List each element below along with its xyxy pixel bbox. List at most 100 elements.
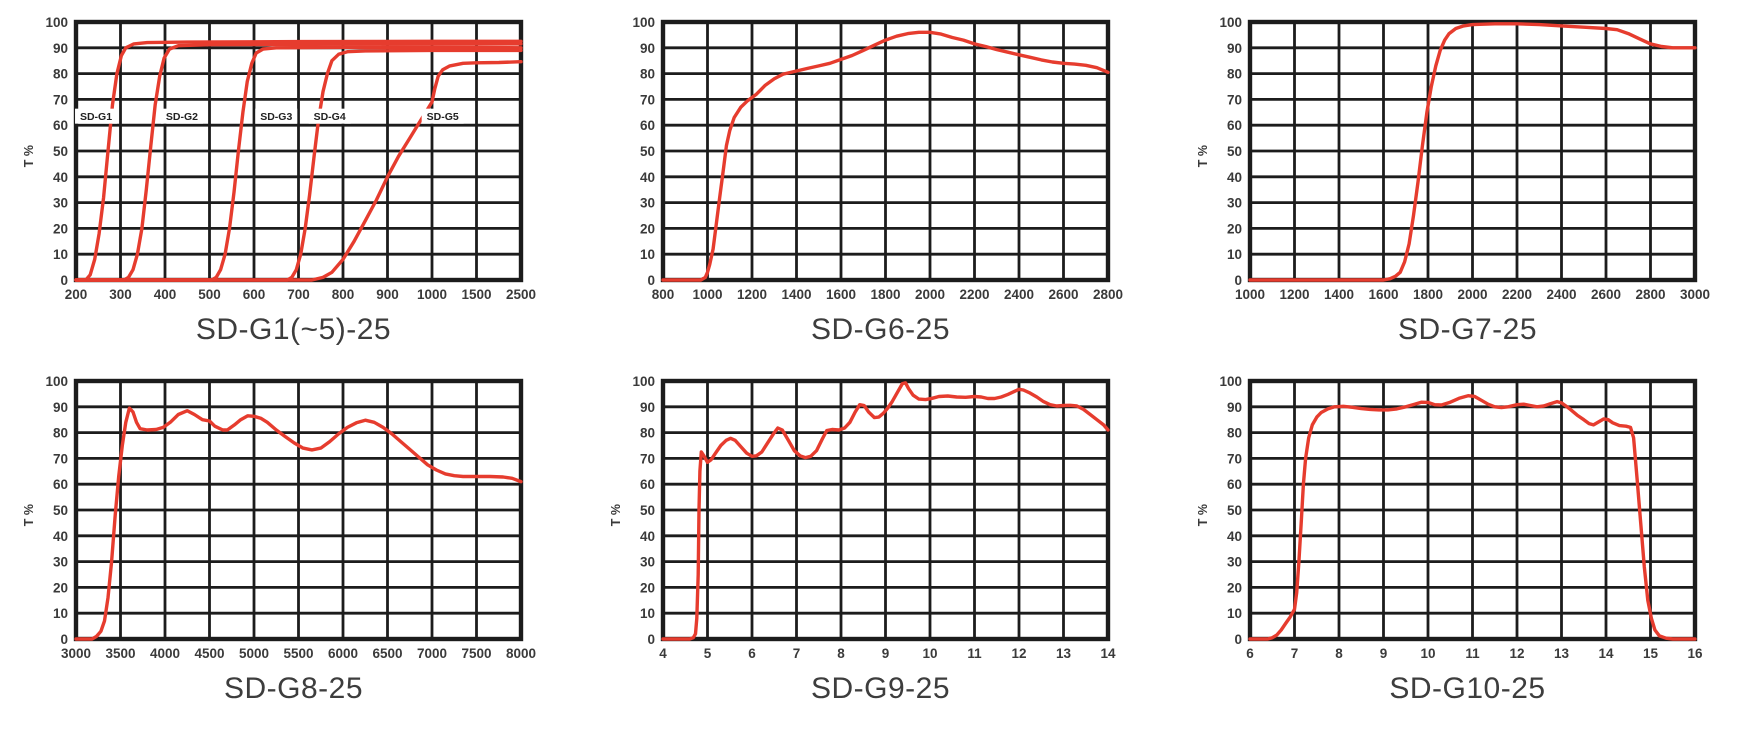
y-tick-label: 70: [1226, 451, 1241, 466]
x-tick-label: 11: [1465, 646, 1480, 661]
curve-label: SD-G1: [79, 111, 111, 123]
x-tick-label: 500: [198, 287, 221, 302]
x-tick-label: 1000: [1234, 287, 1264, 302]
x-tick-label: 1200: [1279, 287, 1309, 302]
y-axis-label: T %: [1196, 504, 1210, 526]
y-tick-label: 0: [647, 273, 655, 288]
y-axis-label: T %: [609, 504, 623, 526]
x-tick-label: 6500: [372, 646, 402, 661]
x-tick-label: 1600: [825, 287, 855, 302]
chart-svg: 0 10 20 30 40 50 60 70 80 90 100 1000 1200 1400 1600 18…: [1196, 15, 1710, 302]
plot-border: [660, 19, 1110, 283]
x-tick-label: 600: [242, 287, 265, 302]
chart-cell-sd-g1-5-25: 0 10 20 30 40 50 60 70 80 90 100 200 300 400 500 600 700…: [0, 10, 587, 347]
y-tick-label: 10: [1226, 606, 1241, 621]
chart-cell-sd-g7-25: 0 10 20 30 40 50 60 70 80 90 100 1000 1200 1400 1600 18…: [1174, 10, 1761, 347]
y-tick-label: 90: [52, 41, 67, 56]
y-tick-label: 40: [639, 170, 654, 185]
y-tick-label: 30: [1226, 196, 1241, 211]
y-tick-label: 30: [639, 555, 654, 570]
x-tick-label: 800: [331, 287, 354, 302]
curve-sd-g5: [73, 60, 523, 282]
y-tick-label: 40: [52, 170, 67, 185]
x-tick-label: 400: [153, 287, 176, 302]
y-tick-label: 10: [639, 606, 654, 621]
x-tick-label: 4500: [194, 646, 224, 661]
x-tick-label: 8: [837, 646, 845, 661]
y-tick-label: 10: [639, 247, 654, 262]
grid-lines: [662, 381, 1108, 639]
y-tick-label: 0: [1234, 632, 1242, 647]
x-tick-label: 1800: [1412, 287, 1442, 302]
y-axis-label: T %: [22, 504, 36, 526]
y-tick-label: 60: [639, 477, 654, 492]
chart-svg: 0 10 20 30 40 50 60 70 80 90 100 800 1000 1200 1400 160…: [632, 15, 1123, 302]
x-tick-label: 7500: [461, 646, 491, 661]
y-tick-label: 20: [52, 580, 67, 595]
chart-svg: 0 10 20 30 40 50 60 70 80 90 100 3000 3500 4000 4500 50…: [22, 374, 536, 661]
x-tick-label: 800: [651, 287, 674, 302]
x-tick-label: 5500: [283, 646, 313, 661]
y-tick-label: 80: [52, 67, 67, 82]
grid-lines: [1249, 22, 1695, 280]
curve-sd-g1: [73, 39, 523, 282]
x-tick-label: 1500: [461, 287, 491, 302]
curve-label: SD-G4: [313, 111, 345, 123]
grid-lines: [75, 22, 521, 280]
y-tick-label: 90: [639, 41, 654, 56]
curve-sd-g9: [660, 381, 1110, 641]
y-tick-label: 20: [52, 221, 67, 236]
x-tick-label: 14: [1100, 646, 1116, 661]
y-tick-label: 40: [52, 529, 67, 544]
y-tick-label: 30: [52, 555, 67, 570]
y-tick-label: 100: [632, 15, 655, 30]
y-tick-label: 10: [52, 606, 67, 621]
y-tick-label: 90: [639, 400, 654, 415]
y-tick-label: 70: [639, 92, 654, 107]
curve-sd-g8: [73, 406, 523, 641]
y-tick-label: 100: [632, 374, 655, 389]
y-tick-label: 40: [1226, 170, 1241, 185]
grid-lines: [75, 381, 521, 639]
y-tick-label: 50: [52, 503, 67, 518]
x-tick-label: 1000: [416, 287, 446, 302]
plot-border: [1247, 19, 1697, 283]
chart-svg: 0 10 20 30 40 50 60 70 80 90 100 6 7 8 9 10 11 12 13 14 15 16…: [1196, 374, 1703, 661]
chart-cell-sd-g6-25: 0 10 20 30 40 50 60 70 80 90 100 800 1000 1200 1400 160…: [587, 10, 1174, 347]
chart-cell-sd-g10-25: 0 10 20 30 40 50 60 70 80 90 100 6 7 8 9 10 11 12 13 14 15 16…: [1174, 369, 1761, 706]
curve-sd-g2: [73, 42, 523, 282]
y-tick-label: 20: [639, 580, 654, 595]
x-tick-label: 200: [64, 287, 87, 302]
x-tick-label: 2000: [914, 287, 944, 302]
y-tick-label: 0: [60, 273, 68, 288]
x-tick-label: 3500: [105, 646, 135, 661]
x-tick-label: 9: [1379, 646, 1387, 661]
x-tick-label: 2400: [1003, 287, 1033, 302]
y-tick-label: 60: [52, 118, 67, 133]
x-tick-label: 14: [1598, 646, 1614, 661]
x-tick-label: 15: [1642, 646, 1658, 661]
chart-plot-sd-g1-5-25: 0 10 20 30 40 50 60 70 80 90 100 200 300 400 500 600 700…: [18, 10, 570, 312]
y-tick-label: 70: [639, 451, 654, 466]
curve-sd-g10: [1247, 394, 1697, 641]
chart-title-sd-g6-25: SD-G6-25: [810, 313, 951, 346]
y-tick-label: 30: [639, 196, 654, 211]
y-tick-label: 10: [52, 247, 67, 262]
y-tick-label: 70: [52, 451, 67, 466]
x-tick-label: 6: [1246, 646, 1254, 661]
y-tick-label: 90: [52, 400, 67, 415]
y-axis-label: T %: [1196, 145, 1210, 167]
x-tick-label: 7: [792, 646, 800, 661]
x-tick-label: 6: [748, 646, 756, 661]
y-tick-label: 80: [639, 426, 654, 441]
x-tick-label: 2600: [1048, 287, 1078, 302]
plot-border: [73, 378, 523, 642]
x-tick-label: 13: [1055, 646, 1071, 661]
y-tick-label: 50: [1226, 144, 1241, 159]
x-tick-label: 7: [1290, 646, 1298, 661]
chart-cell-sd-g9-25: 0 10 20 30 40 50 60 70 80 90 100 4 5 6 7 8 9 10 11 12 13 14 T …: [587, 369, 1174, 706]
x-tick-label: 12: [1509, 646, 1524, 661]
chart-plot-sd-g10-25: 0 10 20 30 40 50 60 70 80 90 100 6 7 8 9 10 11 12 13 14 15 16…: [1192, 369, 1744, 671]
x-tick-label: 4000: [149, 646, 179, 661]
x-tick-label: 3000: [60, 646, 90, 661]
